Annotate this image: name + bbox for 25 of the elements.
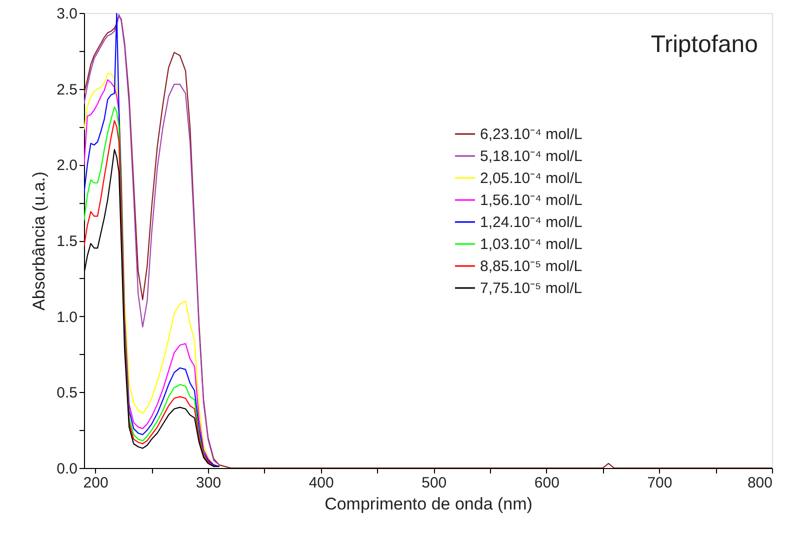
legend-label: 1,24.10⁻⁴ mol/L xyxy=(480,214,582,231)
legend-label: 1,56.10⁻⁴ mol/L xyxy=(480,192,582,209)
y-tick-label: 2.5 xyxy=(56,81,78,98)
legend-label: 7,75.10⁻⁵ mol/L xyxy=(480,280,582,297)
legend-label: 5,18.10⁻⁴ mol/L xyxy=(480,148,582,165)
x-tick-label: 500 xyxy=(422,474,447,492)
y-tick-label: 2.0 xyxy=(56,157,78,174)
x-tick-label: 200 xyxy=(83,474,108,492)
text: Triptofano xyxy=(650,31,758,58)
x-tick-label: 600 xyxy=(534,474,560,492)
x-axis-title: Comprimento de onda (nm) xyxy=(324,494,532,514)
y-tick-label: 0.0 xyxy=(56,460,78,478)
y-axis-title: Absorbância (u.a.) xyxy=(30,172,49,310)
y-tick-label: 1.0 xyxy=(56,308,78,326)
x-tick-label: 400 xyxy=(308,474,334,492)
x-tick-label: 300 xyxy=(196,474,222,492)
legend-label: 6,23.10⁻⁴ mol/L xyxy=(480,126,582,143)
y-tick-label: 3.0 xyxy=(56,6,78,22)
y-tick-label: 1.5 xyxy=(56,233,78,250)
legend-label: 1,03.10⁻⁴ mol/L xyxy=(480,236,582,253)
x-tick-label: 800 xyxy=(747,474,772,492)
y-tick-label: 0.5 xyxy=(56,384,78,402)
legend-label: 8,85.10⁻⁵ mol/L xyxy=(480,258,582,275)
x-tick-label: 700 xyxy=(647,474,672,492)
legend-label: 2,05.10⁻⁴ mol/L xyxy=(480,170,582,187)
